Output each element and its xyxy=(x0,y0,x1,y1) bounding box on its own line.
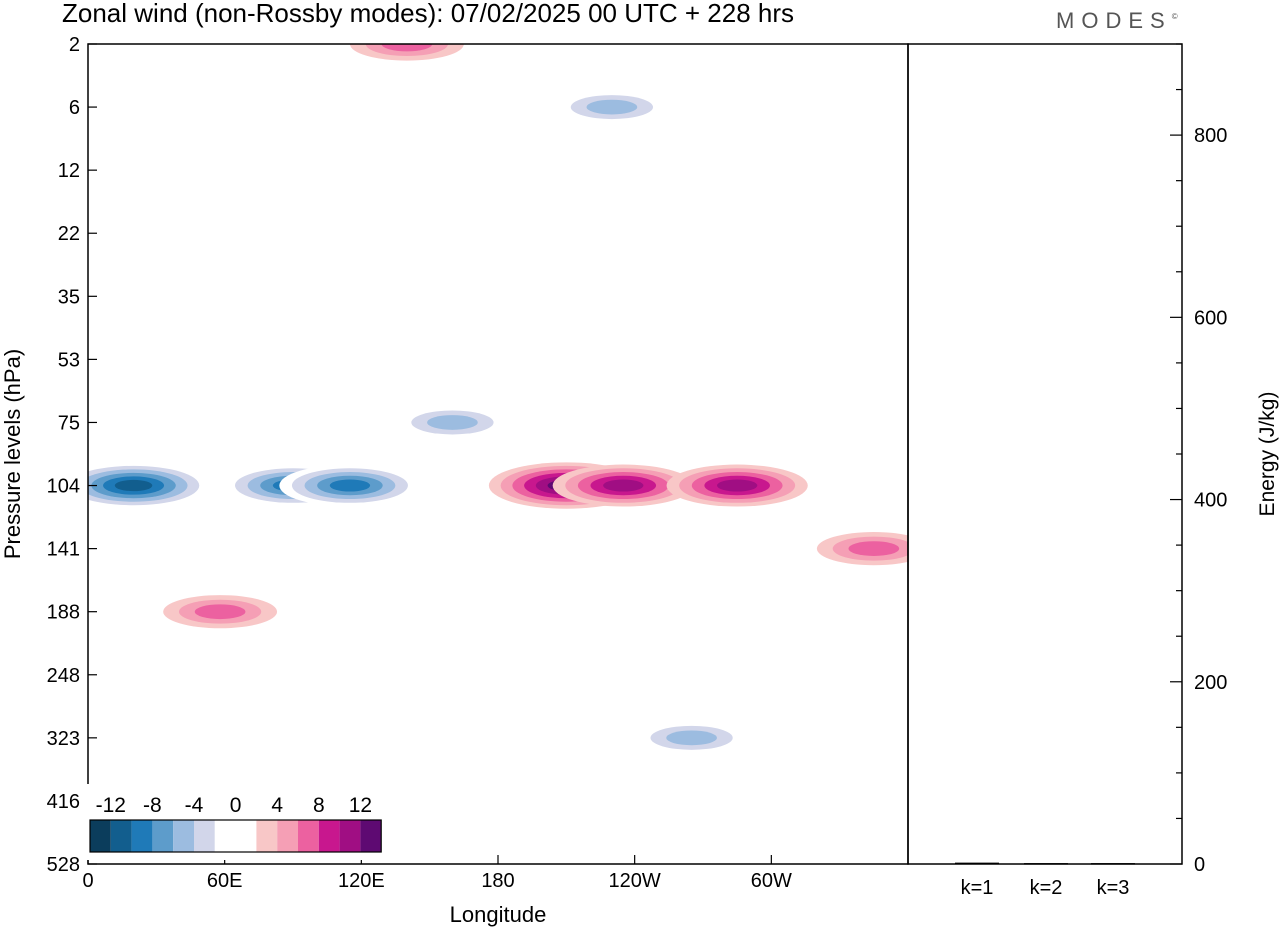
colorbar-swatch-2 xyxy=(131,820,153,852)
contour-level-6 xyxy=(114,479,153,492)
y-tick-label: 416 xyxy=(47,791,80,813)
y-tick-label: 53 xyxy=(58,349,80,371)
energy-tick-label: 800 xyxy=(1194,125,1227,147)
y-tick-label: 35 xyxy=(58,286,80,308)
y-tick-label: 141 xyxy=(47,539,80,561)
wind-feature-11 xyxy=(554,90,669,124)
main-plot-frame xyxy=(87,43,909,865)
energy-axis-label: Energy (J/kg) xyxy=(1256,392,1279,517)
x-tick-label: 120E xyxy=(338,870,385,892)
contour-level-3 xyxy=(666,730,717,746)
energy-tick-label: 400 xyxy=(1194,490,1227,512)
colorbar-label: -12 xyxy=(96,794,126,817)
energy-tick-label: 200 xyxy=(1194,672,1227,694)
contour-level-3 xyxy=(586,99,638,115)
colorbar-label: -4 xyxy=(185,794,204,817)
colorbar-label: -8 xyxy=(143,794,162,817)
colorbar-label: 12 xyxy=(349,794,372,817)
wind-feature-9 xyxy=(163,595,278,629)
wind-feature-0 xyxy=(88,462,211,509)
x-tick-label: 120W xyxy=(609,870,661,892)
colorbar-label: 8 xyxy=(313,794,325,817)
colorbar-swatch-7 xyxy=(235,820,257,852)
energy-category-label: k=2 xyxy=(1030,877,1063,899)
colorbar-label: 4 xyxy=(271,794,283,817)
y-tick-label: 104 xyxy=(47,476,80,498)
y-tick-label: 75 xyxy=(58,412,80,434)
y-tick-label: 188 xyxy=(47,602,80,624)
contour-plot-area xyxy=(88,44,908,755)
x-tick-label: 0 xyxy=(82,870,93,892)
y-tick-label: 528 xyxy=(47,854,80,876)
logo-text: MODES xyxy=(1056,8,1172,33)
energy-bar-k=3 xyxy=(1091,863,1135,865)
energy-category-label: k=1 xyxy=(961,877,994,899)
contour-level-5 xyxy=(716,479,758,492)
x-axis-label: Longitude xyxy=(450,902,547,927)
energy-plot-frame xyxy=(907,43,1183,865)
colorbar: -12 -8 -4 0 4 8 12 xyxy=(84,784,384,860)
colorbar-frame xyxy=(89,819,382,853)
contour-level-3 xyxy=(381,44,433,52)
contour-level-3 xyxy=(427,415,478,430)
energy-tick-label: 600 xyxy=(1194,307,1227,329)
wind-feature-2 xyxy=(279,464,421,507)
colorbar-swatch-4 xyxy=(173,820,194,852)
x-tick-label: 60W xyxy=(751,870,792,892)
contour-level-3 xyxy=(848,541,900,556)
y-axis-label: Pressure levels (hPa) xyxy=(0,349,25,559)
energy-bars-group: 0 200 400 600 800 k=1 k=2 k=3 xyxy=(955,43,1227,899)
y-tick-label: 323 xyxy=(47,728,80,750)
energy-bar-k=2 xyxy=(1024,863,1068,865)
contour-level-3 xyxy=(194,604,246,620)
energy-tick-label: 0 xyxy=(1194,854,1205,876)
x-tick-label: 60E xyxy=(207,870,243,892)
wind-feature-3 xyxy=(395,405,510,440)
contour-level-5 xyxy=(329,479,371,492)
wind-feature-6 xyxy=(666,464,808,507)
wind-feature-10 xyxy=(349,44,464,61)
colorbar-swatch-12 xyxy=(339,820,361,852)
wind-feature-5 xyxy=(552,464,694,507)
colorbar-swatch-9 xyxy=(277,820,298,852)
colorbar-swatch-5 xyxy=(194,820,215,852)
chart-title: Zonal wind (non-Rossby modes): 07/02/202… xyxy=(62,0,794,28)
energy-category-label: k=3 xyxy=(1097,877,1130,899)
colorbar-swatch-3 xyxy=(152,820,174,852)
energy-bar-k=1 xyxy=(955,862,999,865)
y-tick-label: 22 xyxy=(58,223,80,245)
colorbar-swatch-8 xyxy=(256,820,278,852)
colorbar-label: 0 xyxy=(230,794,242,817)
colorbar-swatch-10 xyxy=(298,820,319,852)
colorbar-swatch-6 xyxy=(214,820,236,852)
x-tick-label: 180 xyxy=(481,870,514,892)
contour-level-5 xyxy=(603,479,644,492)
modes-logo: MODES© xyxy=(1056,8,1178,34)
y-tick-label: 12 xyxy=(58,160,80,182)
colorbar-swatch-11 xyxy=(318,820,340,852)
y-tick-label: 2 xyxy=(69,34,80,56)
colorbar-swatch-0 xyxy=(90,820,111,852)
wind-feature-8 xyxy=(634,721,749,755)
colorbar-swatch-13 xyxy=(360,820,382,852)
wind-feature-7 xyxy=(816,532,908,566)
y-tick-label: 248 xyxy=(47,665,80,687)
colorbar-swatch-1 xyxy=(110,820,132,852)
logo-mark: © xyxy=(1171,12,1178,21)
y-tick-label: 6 xyxy=(69,97,80,119)
